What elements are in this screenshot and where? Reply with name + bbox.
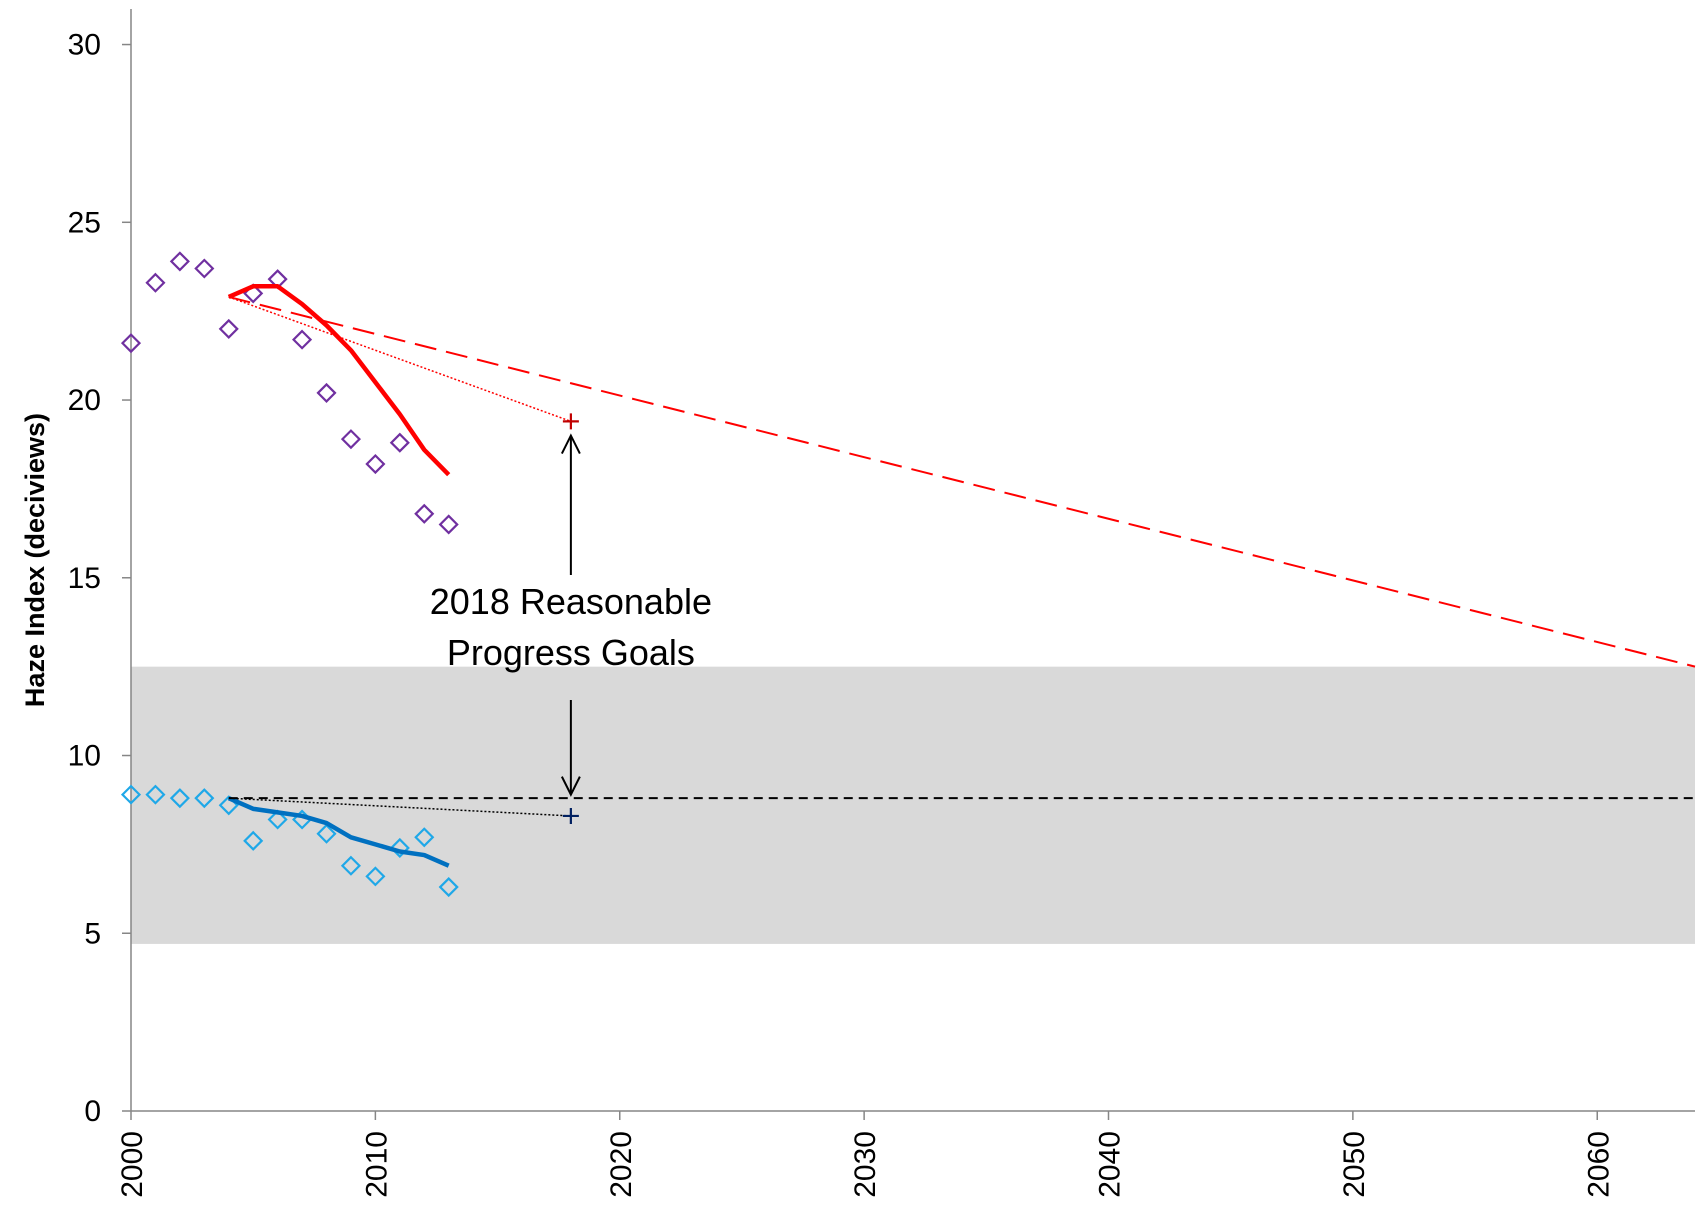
- diamond-marker: [267, 809, 288, 830]
- x-tick-label: 2020: [605, 1131, 638, 1198]
- series-line: [228, 296, 572, 423]
- diamond-marker: [120, 784, 142, 805]
- diamond-marker: [438, 876, 459, 898]
- annotation-text: Progress Goals: [447, 632, 695, 673]
- series-line: [227, 284, 451, 477]
- y-tick-label: 25: [68, 206, 101, 239]
- diamond-marker: [340, 429, 361, 450]
- x-tick-label: 2010: [360, 1131, 393, 1198]
- diamond-marker: [340, 855, 361, 876]
- diamond-marker: [389, 837, 410, 858]
- diamond-marker: [438, 514, 459, 535]
- diamond-marker: [145, 784, 166, 805]
- y-tick-label: 20: [68, 384, 101, 417]
- diamond-marker: [169, 251, 190, 272]
- diamond-marker: [414, 503, 435, 524]
- diamond-marker: [389, 432, 410, 453]
- plus-marker: [562, 807, 579, 824]
- diamond-marker: [145, 272, 166, 293]
- diamond-marker: [243, 830, 264, 851]
- diamond-marker: [365, 453, 386, 475]
- diamond-marker: [194, 258, 215, 279]
- diamond-marker: [218, 318, 239, 339]
- annotation-arrow-down-head: [560, 776, 581, 797]
- diamond-marker: [120, 333, 142, 354]
- y-tick-label: 0: [84, 1095, 101, 1128]
- series-line: [228, 797, 571, 817]
- plus-marker: [562, 413, 579, 430]
- x-tick-label: 2060: [1582, 1131, 1615, 1198]
- goal-band: [131, 666, 1695, 944]
- x-tick-label: 2000: [116, 1131, 149, 1198]
- x-tick-label: 2030: [849, 1131, 882, 1198]
- series-line: [227, 796, 450, 868]
- x-tick-label: 2050: [1338, 1131, 1371, 1198]
- diamond-marker: [316, 382, 337, 403]
- annotation-arrow-up-head: [560, 433, 581, 455]
- y-tick-label: 5: [84, 917, 101, 950]
- y-tick-label: 15: [68, 562, 101, 595]
- y-tick-label: 30: [68, 29, 101, 62]
- diamond-marker: [414, 827, 435, 848]
- diamond-marker: [292, 329, 313, 350]
- diamond-marker: [194, 788, 215, 809]
- y-tick-label: 10: [68, 740, 101, 773]
- y-axis-label: Haze Index (deciviews): [20, 413, 50, 707]
- annotation-text: 2018 Reasonable: [430, 581, 712, 622]
- diamond-marker: [169, 788, 190, 809]
- x-tick-label: 2040: [1094, 1131, 1127, 1198]
- diamond-marker: [365, 866, 386, 887]
- series-line: [228, 295, 1696, 668]
- diamond-marker: [316, 823, 337, 844]
